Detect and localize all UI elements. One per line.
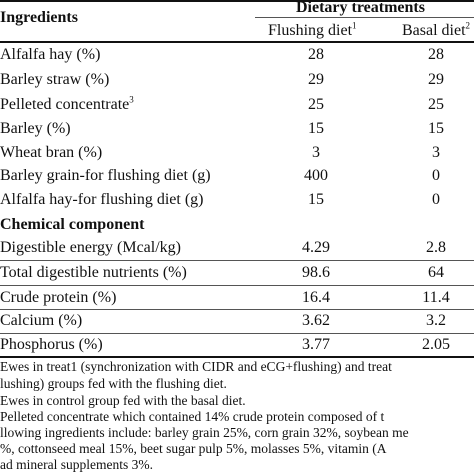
flushing-value: 25 xyxy=(308,96,324,113)
basal-value: 0 xyxy=(432,191,440,208)
row-label: Phosphorus (%) xyxy=(0,336,103,353)
flushing-value: 16.4 xyxy=(302,289,330,306)
footnote-line: %, cottonseed meal 15%, beet sugar pulp … xyxy=(0,441,387,456)
basal-value: 25 xyxy=(428,96,444,113)
basal-value: 2.05 xyxy=(422,336,450,353)
row-label: Wheat bran (%) xyxy=(0,144,103,161)
row-label: Barley (%) xyxy=(0,120,71,137)
basal-value: 0 xyxy=(432,167,440,184)
treatments-underline xyxy=(255,17,474,18)
row-label: Alfalfa hay (%) xyxy=(0,46,101,63)
flushing-value: 4.29 xyxy=(302,239,330,256)
flushing-value: 29 xyxy=(308,71,324,88)
footnote-line: Ewes in treat1 (synchronization with CID… xyxy=(0,359,392,374)
flushing-value: 3.62 xyxy=(302,312,330,329)
footnote-line: ad mineral supplements 3%. xyxy=(0,457,153,472)
basal-value: 3 xyxy=(432,144,440,161)
flushing-value: 400 xyxy=(304,167,328,184)
flushing-value: 15 xyxy=(308,120,324,137)
basal-value: 15 xyxy=(428,120,444,137)
basal-value: 3.2 xyxy=(426,312,446,329)
basal-value: 28 xyxy=(428,46,444,63)
basal-value: 64 xyxy=(428,264,444,281)
dietary-treatments-header: Dietary treatments xyxy=(296,0,425,16)
ingredients-header: Ingredients xyxy=(0,9,78,26)
row-divider xyxy=(0,260,474,261)
flushing-value: 15 xyxy=(308,191,324,208)
header-rule xyxy=(0,41,474,43)
flushing-value: 3.77 xyxy=(302,336,330,353)
row-label: Barley straw (%) xyxy=(0,71,110,88)
flushing-value: 28 xyxy=(308,46,324,63)
basal-value: 2.8 xyxy=(426,239,446,256)
basal-diet-header: Basal diet2 xyxy=(402,20,471,39)
basal-value: 29 xyxy=(428,71,444,88)
row-label: Calcium (%) xyxy=(0,312,83,329)
bottom-rule xyxy=(0,356,474,358)
row-label: Crude protein (%) xyxy=(0,289,117,306)
flushing-value: 98.6 xyxy=(302,264,330,281)
basal-value: 11.4 xyxy=(422,289,450,306)
row-divider xyxy=(0,333,474,334)
footnote-line: lushing) groups fed with the flushing di… xyxy=(0,376,227,391)
footnote-line: Pelleted concentrate which contained 14%… xyxy=(0,409,385,424)
row-label: Alfalfa hay-for flushing diet (g) xyxy=(0,191,204,208)
top-rule xyxy=(0,0,474,2)
row-label: Barley grain-for flushing diet (g) xyxy=(0,167,211,184)
footnote-line: llowing ingredients include: barley grai… xyxy=(0,425,409,440)
flushing-diet-header: Flushing diet1 xyxy=(268,20,357,39)
row-divider xyxy=(0,309,474,310)
flushing-value: 3 xyxy=(312,144,320,161)
row-label: Digestible energy (Mcal/kg) xyxy=(0,239,181,256)
row-label: Pelleted concentrate3 xyxy=(0,94,134,113)
row-divider xyxy=(0,285,474,286)
footnote-line: Ewes in control group fed with the basal… xyxy=(0,393,246,408)
chemical-component-header: Chemical component xyxy=(0,216,145,233)
row-label: Total digestible nutrients (%) xyxy=(0,264,187,281)
